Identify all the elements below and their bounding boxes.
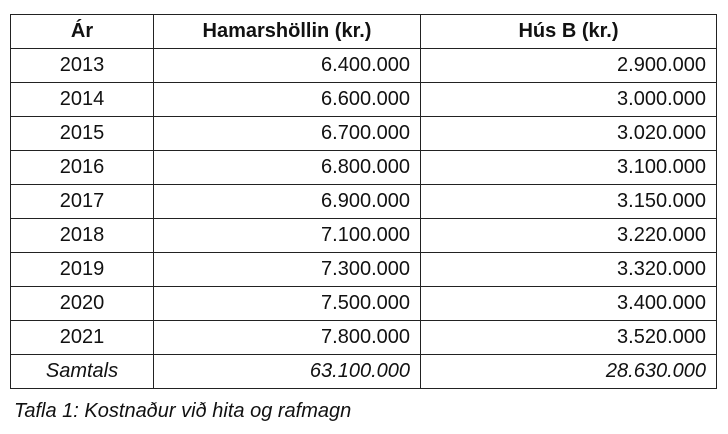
cell-hus-b: 3.320.000	[420, 252, 717, 287]
table-row: 2018 7.100.000 3.220.000	[10, 218, 717, 253]
table-row: 2020 7.500.000 3.400.000	[10, 286, 717, 321]
table-row: 2015 6.700.000 3.020.000	[10, 116, 717, 151]
cell-year: 2019	[10, 252, 154, 287]
cell-year: 2017	[10, 184, 154, 219]
cell-hamarshollin: 63.100.000	[153, 354, 421, 389]
cell-hamarshollin: 6.800.000	[153, 150, 421, 185]
cell-hus-b: 3.220.000	[420, 218, 717, 253]
table-row: 2019 7.300.000 3.320.000	[10, 252, 717, 287]
cell-hamarshollin: 6.600.000	[153, 82, 421, 117]
header-row: Ár Hamarshöllin (kr.) Hús B (kr.)	[10, 14, 717, 49]
cell-year: 2016	[10, 150, 154, 185]
table-row: 2014 6.600.000 3.000.000	[10, 82, 717, 117]
table-row: 2013 6.400.000 2.900.000	[10, 48, 717, 83]
cell-year: Samtals	[10, 354, 154, 389]
cell-hamarshollin: 6.700.000	[153, 116, 421, 151]
cell-hamarshollin: 6.400.000	[153, 48, 421, 83]
cost-table: Ár Hamarshöllin (kr.) Hús B (kr.) 2013 6.…	[10, 14, 717, 389]
header-year: Ár	[10, 14, 154, 49]
cell-hamarshollin: 7.800.000	[153, 320, 421, 355]
header-hus-b: Hús B (kr.)	[420, 14, 717, 49]
cell-year: 2018	[10, 218, 154, 253]
header-hamarshollin: Hamarshöllin (kr.)	[153, 14, 421, 49]
cell-hus-b: 3.150.000	[420, 184, 717, 219]
table-row: 2017 6.900.000 3.150.000	[10, 184, 717, 219]
cell-hus-b: 3.400.000	[420, 286, 717, 321]
cell-year: 2013	[10, 48, 154, 83]
cell-year: 2021	[10, 320, 154, 355]
cell-hus-b: 3.000.000	[420, 82, 717, 117]
cell-year: 2015	[10, 116, 154, 151]
table-row: 2021 7.800.000 3.520.000	[10, 320, 717, 355]
cell-year: 2020	[10, 286, 154, 321]
cell-hamarshollin: 7.100.000	[153, 218, 421, 253]
total-row: Samtals 63.100.000 28.630.000	[10, 354, 717, 389]
cell-hus-b: 3.520.000	[420, 320, 717, 355]
cell-hus-b: 2.900.000	[420, 48, 717, 83]
cell-hamarshollin: 7.500.000	[153, 286, 421, 321]
cell-hamarshollin: 6.900.000	[153, 184, 421, 219]
cell-hamarshollin: 7.300.000	[153, 252, 421, 287]
table-caption: Tafla 1: Kostnaður við hita og rafmagn	[14, 400, 352, 422]
cell-hus-b: 3.020.000	[420, 116, 717, 151]
table-row: 2016 6.800.000 3.100.000	[10, 150, 717, 185]
cell-hus-b: 3.100.000	[420, 150, 717, 185]
cell-year: 2014	[10, 82, 154, 117]
cell-hus-b: 28.630.000	[420, 354, 717, 389]
